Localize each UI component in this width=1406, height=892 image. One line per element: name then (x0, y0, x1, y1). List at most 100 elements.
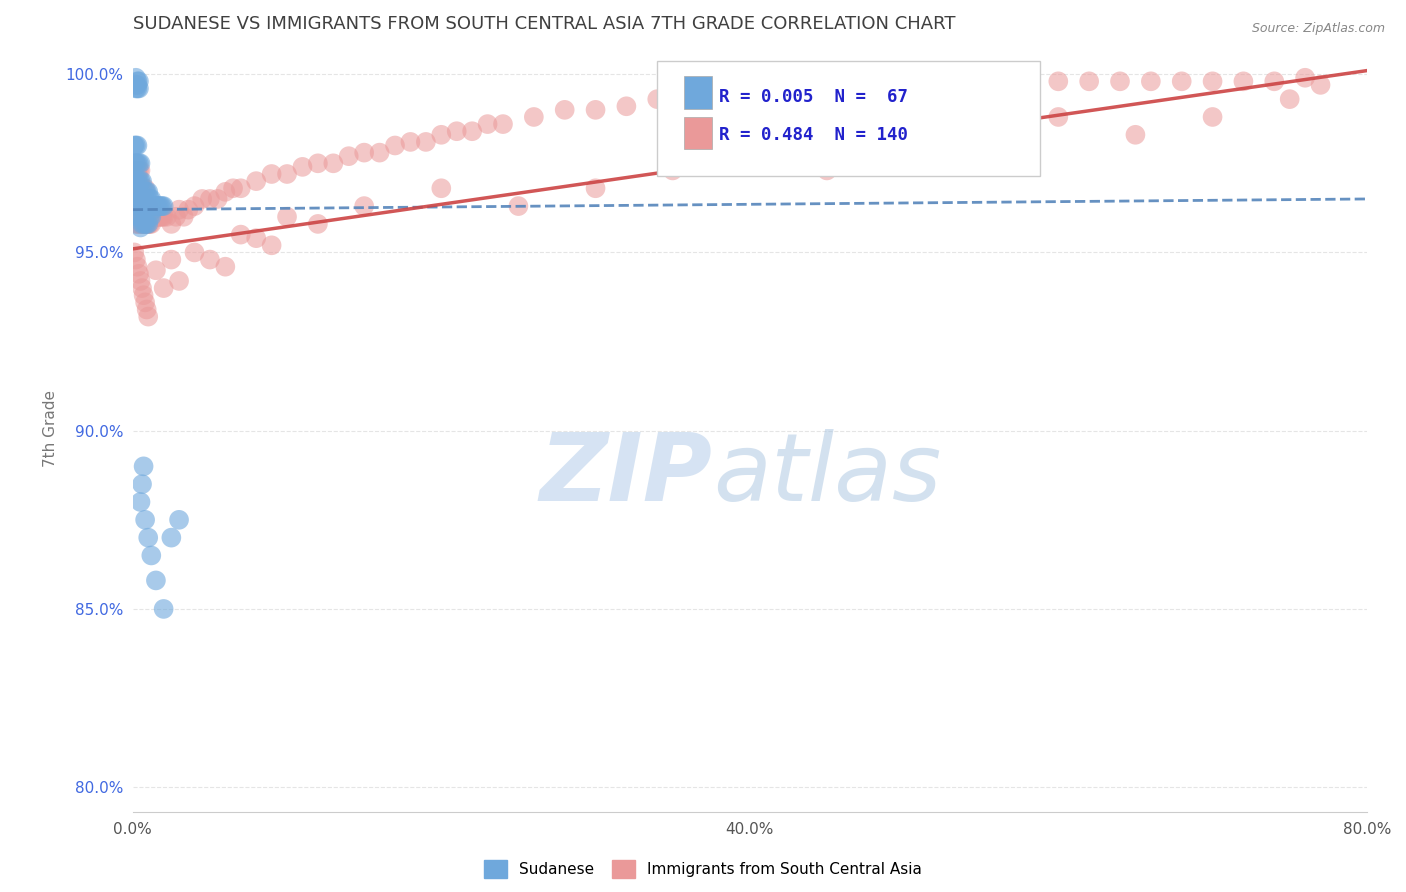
Point (124, 174, 146, 188)
Point (131, 281, 153, 295)
Point (136, 199, 159, 213)
Point (139, 192, 162, 206)
Point (645, 92, 668, 106)
Point (125, 81, 148, 95)
Point (124, 156, 146, 170)
Point (165, 210, 187, 224)
Point (134, 199, 156, 213)
Point (129, 181, 152, 195)
Point (124, 138, 146, 153)
Point (136, 199, 159, 213)
Point (125, 156, 148, 170)
Point (127, 81, 149, 95)
Point (132, 181, 155, 195)
Point (127, 167, 149, 181)
Point (135, 199, 157, 213)
Point (173, 210, 195, 224)
Point (1047, 74, 1070, 88)
Point (353, 145, 375, 160)
Point (132, 202, 155, 217)
Point (124, 174, 146, 188)
Point (131, 181, 153, 195)
Point (139, 210, 162, 224)
Point (134, 199, 156, 213)
Point (127, 192, 149, 206)
Point (127, 217, 149, 231)
Point (1140, 74, 1163, 88)
Point (276, 167, 298, 181)
Point (707, 85, 730, 99)
Bar (685, 117, 711, 149)
Point (276, 210, 298, 224)
Point (131, 202, 153, 217)
FancyBboxPatch shape (657, 61, 1040, 176)
Point (260, 238, 283, 252)
Text: SUDANESE VS IMMIGRANTS FROM SOUTH CENTRAL ASIA 7TH GRADE CORRELATION CHART: SUDANESE VS IMMIGRANTS FROM SOUTH CENTRA… (132, 15, 955, 33)
Point (150, 210, 173, 224)
Point (125, 156, 148, 170)
Point (145, 574, 167, 588)
Point (127, 156, 149, 170)
Point (131, 174, 153, 188)
Legend: Sudanese, Immigrants from South Central Asia: Sudanese, Immigrants from South Central … (478, 854, 928, 884)
Point (129, 217, 152, 231)
Point (924, 74, 946, 88)
Point (177, 202, 200, 217)
Point (368, 145, 391, 160)
Point (129, 199, 152, 213)
Point (198, 252, 221, 267)
Point (143, 210, 166, 224)
Point (128, 178, 150, 192)
Point (492, 117, 515, 131)
Point (143, 199, 166, 213)
Point (136, 185, 159, 199)
Point (955, 74, 977, 88)
Point (142, 210, 165, 224)
Point (132, 188, 155, 202)
Point (134, 295, 156, 310)
Point (183, 245, 205, 260)
Point (131, 192, 153, 206)
Point (134, 217, 156, 231)
Point (523, 110, 546, 124)
Point (815, 163, 838, 178)
Text: atlas: atlas (713, 429, 941, 520)
Point (124, 192, 146, 206)
Point (129, 174, 152, 188)
Point (800, 78, 823, 92)
Point (148, 199, 170, 213)
Point (129, 210, 152, 224)
Point (135, 217, 157, 231)
Point (127, 78, 149, 92)
Point (132, 459, 155, 474)
Point (1201, 74, 1223, 88)
Point (415, 135, 437, 149)
Point (145, 210, 167, 224)
Point (136, 531, 159, 545)
Point (141, 549, 163, 563)
Point (124, 210, 146, 224)
Point (1278, 92, 1301, 106)
Point (129, 220, 152, 235)
Point (127, 74, 149, 88)
Point (399, 135, 422, 149)
Point (125, 78, 148, 92)
Point (893, 145, 915, 160)
Point (128, 74, 150, 88)
Point (149, 210, 172, 224)
Point (127, 174, 149, 188)
Point (508, 199, 530, 213)
Point (125, 138, 148, 153)
Point (430, 181, 453, 195)
Point (893, 74, 915, 88)
Point (214, 260, 236, 274)
Text: R = 0.484  N = 140: R = 0.484 N = 140 (718, 126, 908, 145)
Point (150, 199, 173, 213)
Point (1109, 74, 1132, 88)
Point (127, 260, 149, 274)
Point (129, 156, 152, 170)
Point (156, 210, 179, 224)
Point (214, 185, 236, 199)
Point (135, 302, 157, 317)
Point (353, 199, 375, 213)
